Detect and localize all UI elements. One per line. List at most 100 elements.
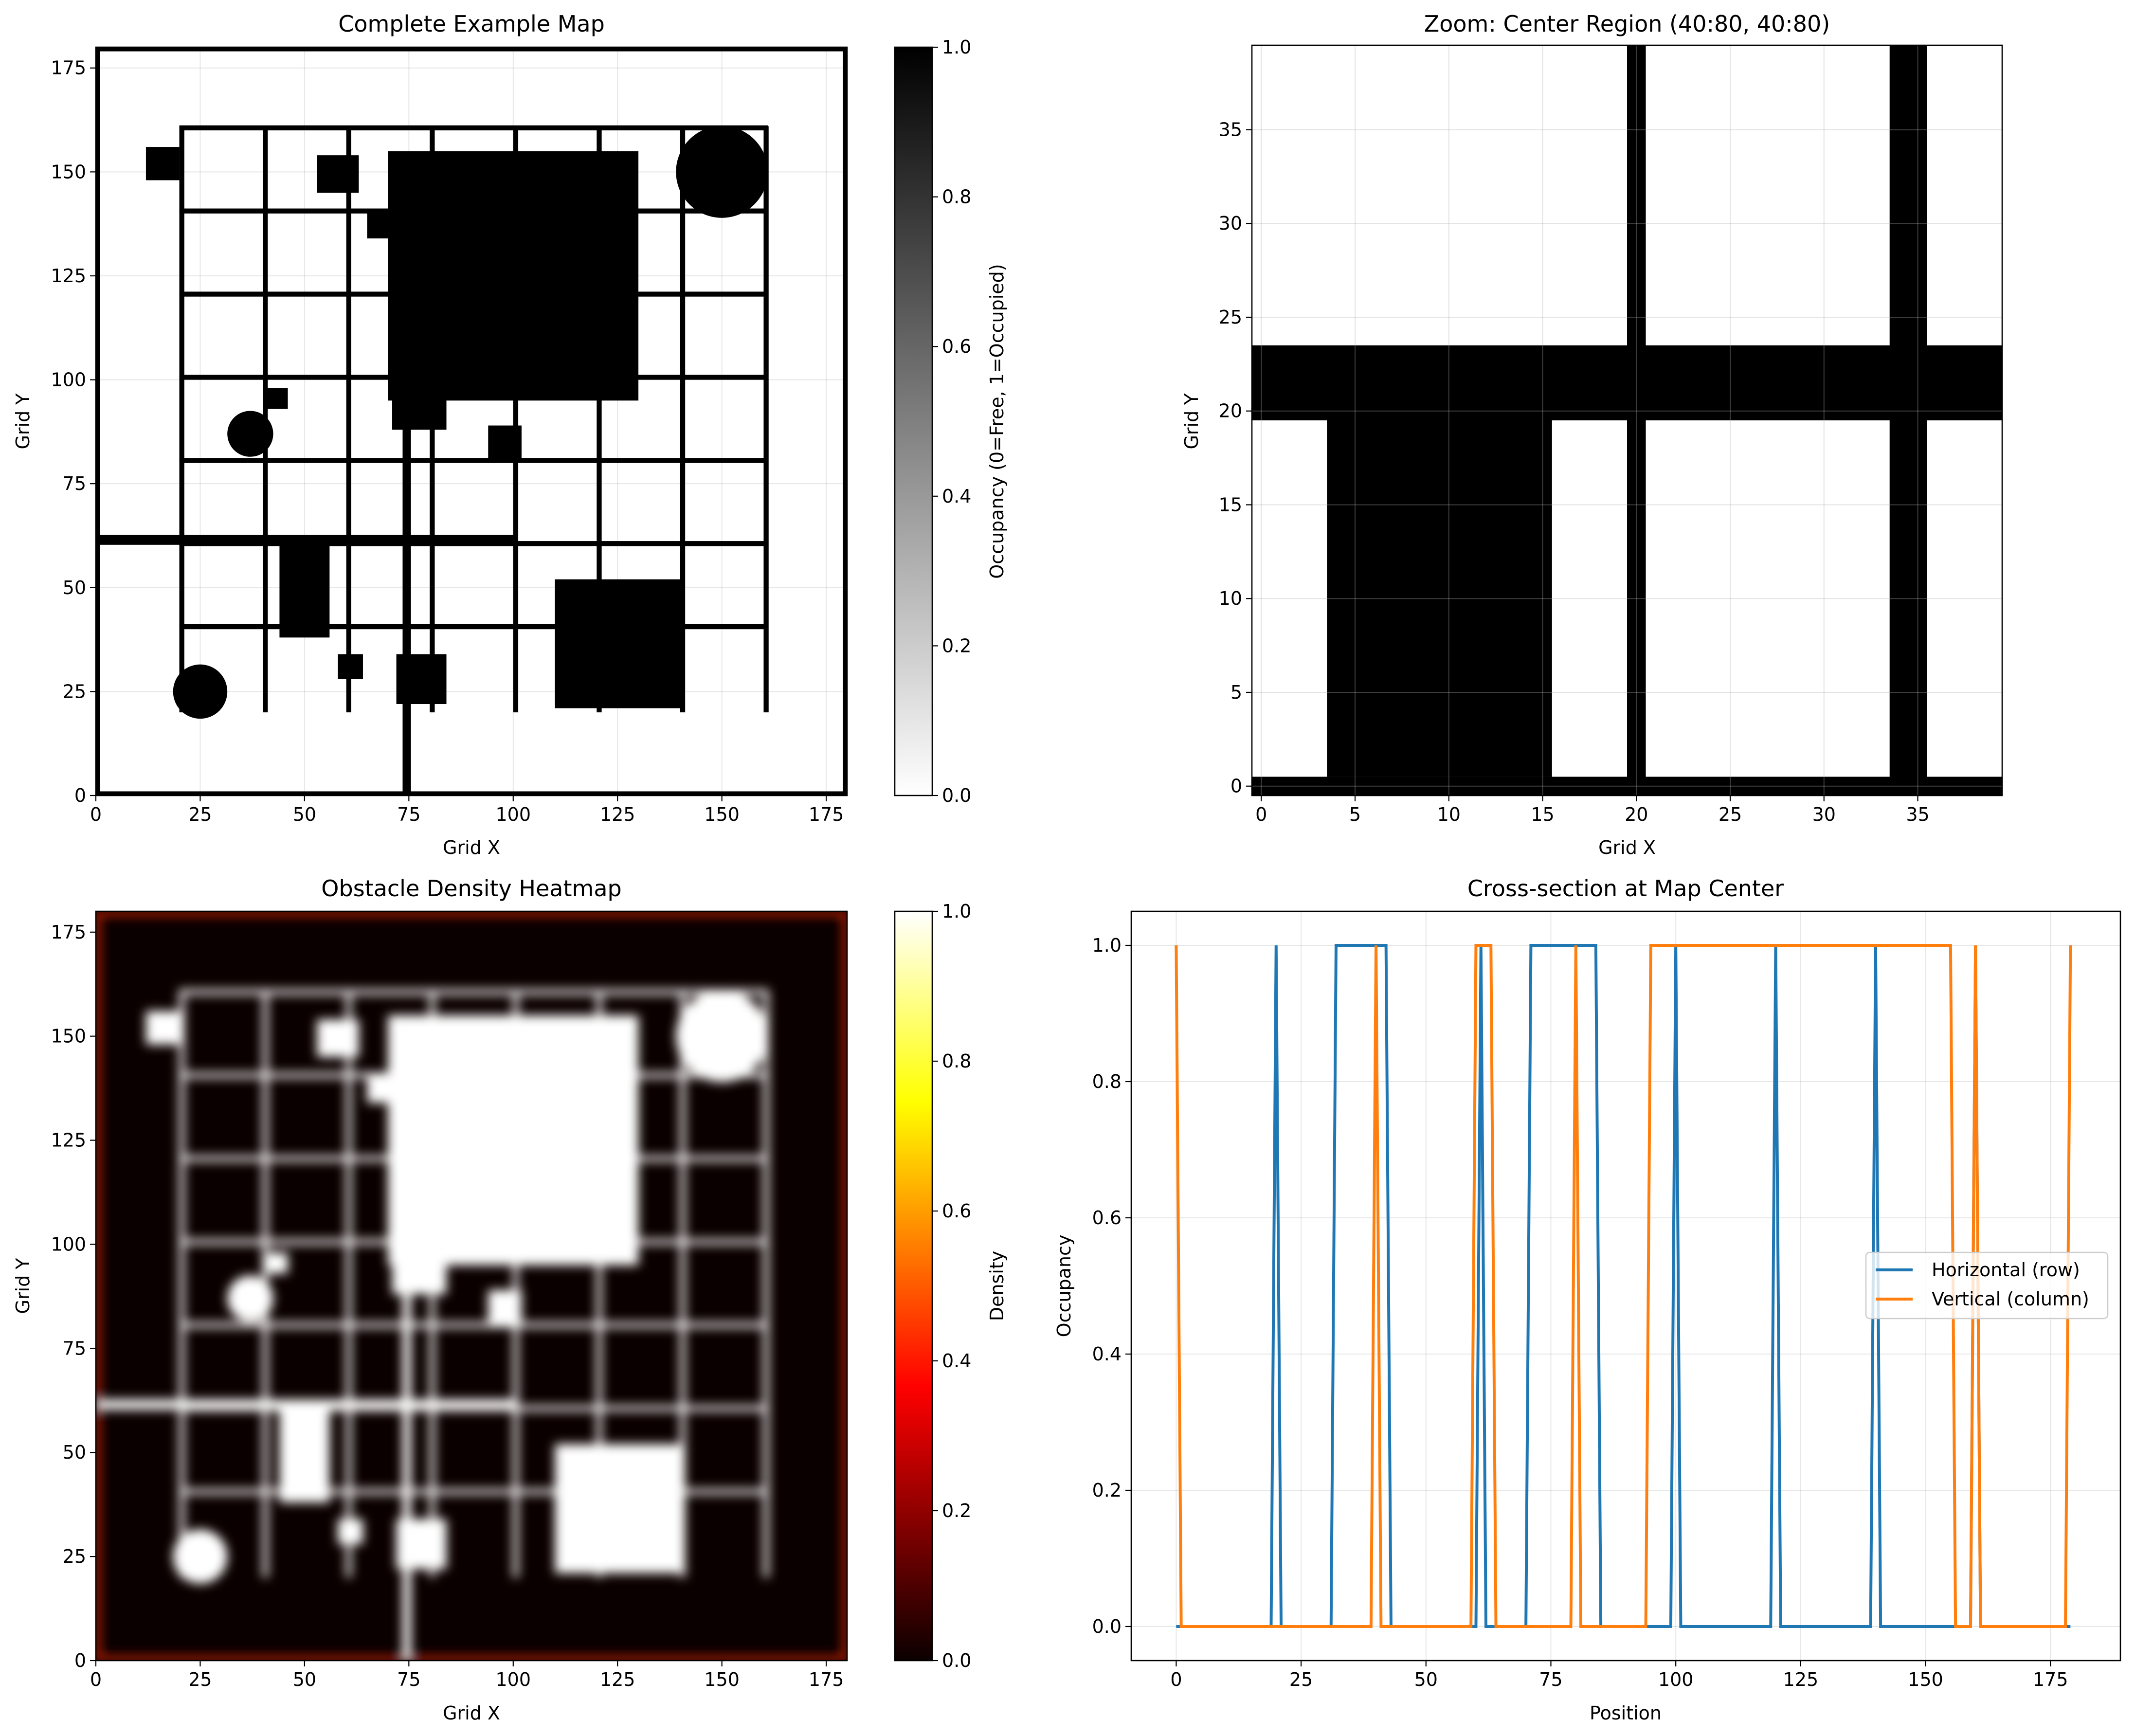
zoom-image: [1252, 45, 2002, 796]
grid-wall-vertical-core: [763, 990, 769, 1577]
border-wall: [96, 791, 847, 796]
x-tick-label: 0: [90, 1669, 102, 1690]
border-wall: [843, 47, 847, 796]
y-tick-label: 15: [1219, 494, 1242, 515]
panel-cross-section: Cross-section at Map Center 0 25 50 75 100 12…: [1053, 875, 2121, 1724]
x-tick-label: 175: [809, 804, 844, 825]
x-tick-label: 125: [1783, 1669, 1819, 1690]
x-tick-label: 150: [1908, 1669, 1943, 1690]
x-tick-label: 25: [188, 804, 212, 825]
rect-obstacle-core: [338, 1519, 363, 1544]
y-axis-label: Grid Y: [12, 393, 34, 450]
rect-obstacle: [388, 151, 639, 401]
rect-obstacle-core: [392, 1244, 447, 1295]
y-tick-label: 10: [1219, 588, 1242, 609]
y-tick-label: 20: [1219, 400, 1242, 422]
occupied-cell-block: [1327, 420, 1552, 777]
axis-ticks: 0 5 10 15 20 25 30 35 0 5 10 15 20 25 30 35: [1219, 119, 1930, 825]
rect-obstacle-core: [388, 1015, 639, 1266]
colorbar-tick-label: 0.6: [942, 1200, 971, 1222]
chart-title: Complete Example Map: [338, 11, 605, 37]
y-tick-label: 75: [63, 1338, 86, 1359]
x-axis-label: Position: [1590, 1702, 1662, 1724]
x-axis-label: Grid X: [1598, 837, 1656, 858]
grid-wall-vertical: [179, 126, 184, 713]
colorbar-ticks: 0.0 0.2 0.4 0.6 0.8 1.0: [932, 901, 971, 1671]
colorbar-tick-label: 0.6: [942, 336, 971, 357]
y-tick-label: 25: [63, 681, 86, 702]
y-tick-label: 150: [51, 161, 86, 182]
y-tick-label: 50: [63, 577, 86, 598]
y-tick-label: 0: [74, 785, 86, 806]
grid-wall-vertical-core: [346, 990, 351, 1577]
series-line-vertical: [1175, 944, 2072, 1628]
circle-obstacle: [173, 664, 228, 719]
x-tick-label: 0: [1255, 804, 1267, 825]
x-tick-label: 25: [1289, 1669, 1313, 1690]
x-tick-label: 100: [1658, 1669, 1694, 1690]
y-tick-label: 35: [1219, 119, 1242, 140]
plot-frame: [95, 46, 848, 796]
rect-obstacle: [317, 155, 359, 193]
circle-obstacle-core: [227, 1275, 273, 1321]
y-tick-label: 0: [74, 1650, 86, 1671]
grid-wall-horizontal: [179, 125, 768, 130]
heatmap-image: [96, 911, 847, 1661]
grid-wall-vertical-core: [179, 990, 184, 1577]
grid-wall-horizontal-core: [179, 1322, 768, 1328]
colorbar-gradient: [894, 46, 933, 796]
colorbar-tick-label: 0.8: [942, 186, 971, 208]
x-tick-label: 25: [188, 1669, 212, 1690]
y-axis-label: Occupancy: [1053, 1235, 1075, 1338]
colorbar-label: Density: [986, 1251, 1008, 1321]
x-tick-label: 75: [397, 1669, 420, 1690]
border-wall-glow: [96, 1656, 847, 1661]
rect-obstacle-core: [317, 1019, 359, 1057]
occupied-cell-block: [1627, 45, 1646, 796]
colorbar-tick-label: 1.0: [942, 901, 971, 922]
x-tick-label: 50: [293, 1669, 316, 1690]
rect-obstacle: [367, 209, 388, 239]
x-tick-label: 100: [496, 1669, 531, 1690]
chart-title: Zoom: Center Region (40:80, 40:80): [1424, 11, 1830, 37]
grid-wall-vertical: [513, 126, 519, 713]
circle-obstacle-core: [676, 990, 768, 1083]
colorbar: 0.0 0.2 0.4 0.6 0.8 1.0 Density: [894, 901, 1008, 1671]
y-tick-label: 30: [1219, 213, 1242, 234]
long-wall-vertical: [402, 380, 411, 796]
rect-obstacle: [392, 380, 447, 430]
plot-frame: [1130, 910, 2121, 1662]
axis-ticks: 0 25 50 75 100 125 150 175 0.0 0.2 0.4 0.6 0.8 1.0: [1092, 935, 2068, 1690]
rect-obstacle-core: [396, 1519, 447, 1569]
panel-zoom-center: Zoom: Center Region (40:80, 40:80) 0 5 10 1…: [1181, 11, 2003, 858]
legend-label-vertical: Vertical (column): [1932, 1288, 2089, 1310]
plot-frame: [95, 910, 848, 1662]
y-tick-label: 25: [1219, 307, 1242, 328]
occupancy-image: [96, 47, 847, 796]
y-tick-label: 150: [51, 1026, 86, 1047]
long-wall-vertical-core: [402, 1244, 411, 1661]
y-tick-label: 25: [63, 1546, 86, 1567]
x-tick-label: 25: [1719, 804, 1742, 825]
x-tick-label: 150: [704, 804, 740, 825]
circle-obstacle: [227, 411, 273, 457]
y-tick-label: 0.8: [1092, 1071, 1122, 1092]
border-wall: [96, 47, 100, 796]
rect-obstacle-core: [145, 1011, 180, 1045]
grid-wall-vertical-core: [597, 990, 602, 1577]
grid-wall-vertical: [597, 126, 602, 713]
colorbar-tick-label: 0.0: [942, 785, 971, 806]
colorbar-tick-label: 0.2: [942, 1500, 971, 1521]
rect-obstacle-core: [555, 1444, 685, 1573]
rect-obstacle: [145, 147, 180, 181]
y-tick-label: 0.0: [1092, 1616, 1122, 1637]
x-tick-label: 75: [1539, 1669, 1562, 1690]
rect-obstacle: [267, 388, 288, 409]
x-tick-label: 125: [600, 1669, 635, 1690]
y-tick-label: 125: [51, 265, 86, 287]
y-tick-label: 5: [1230, 682, 1242, 703]
rect-obstacle-core: [279, 1402, 330, 1502]
grid-wall-vertical: [346, 126, 351, 713]
x-tick-label: 125: [600, 804, 635, 825]
x-tick-label: 10: [1437, 804, 1461, 825]
